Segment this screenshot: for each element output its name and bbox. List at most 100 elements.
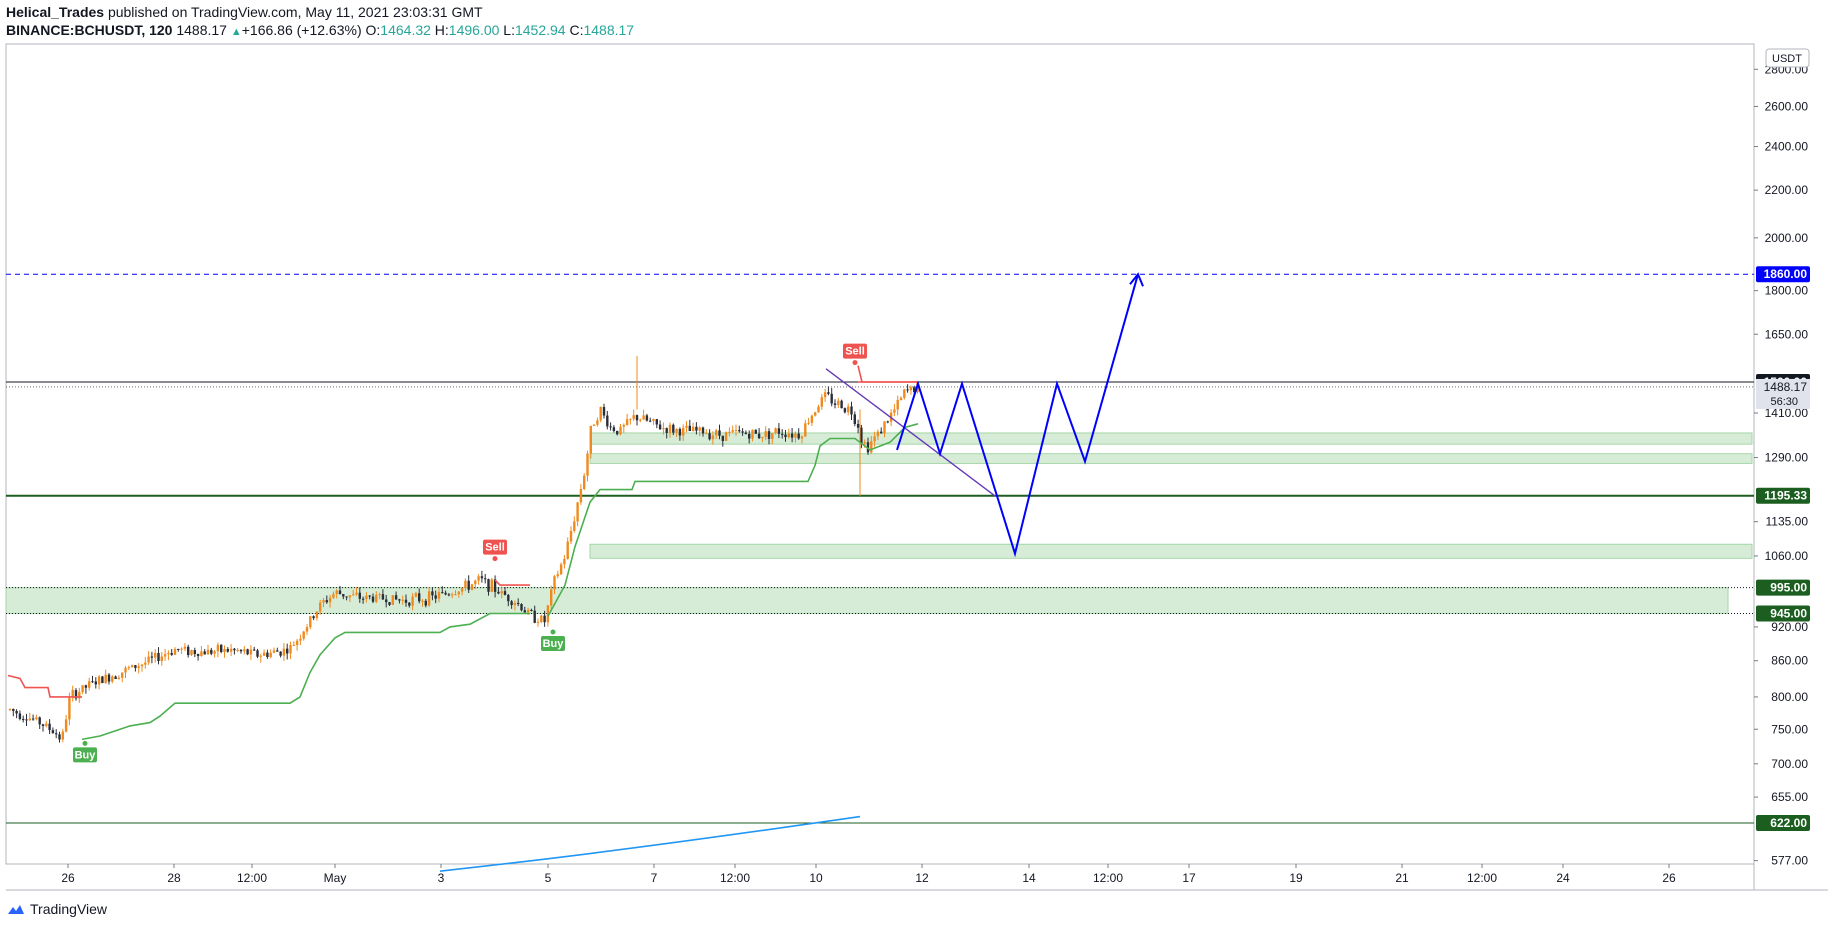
candle [8, 708, 12, 712]
candle-body [279, 651, 282, 656]
candle [368, 595, 371, 600]
candle [517, 598, 520, 607]
candle-body [447, 594, 451, 596]
candle [840, 399, 843, 409]
candle [734, 424, 738, 436]
candle-body [134, 665, 137, 668]
candle [328, 594, 332, 608]
candle [579, 484, 583, 505]
candle [325, 595, 328, 604]
candle [787, 428, 790, 439]
candle-body [328, 597, 332, 603]
candle-body [559, 564, 563, 575]
candle [431, 588, 434, 601]
candle [556, 570, 559, 579]
time-tick-label: 7 [651, 871, 658, 885]
candle [200, 646, 203, 657]
candle [276, 647, 279, 652]
candle [688, 419, 691, 432]
candle [487, 578, 490, 596]
candle-body [734, 430, 738, 432]
candle-body [289, 645, 292, 654]
candle [15, 709, 18, 719]
candle-body [678, 428, 682, 436]
candle [639, 418, 642, 423]
candle [454, 590, 457, 596]
candle [71, 685, 74, 702]
signal-text: Sell [845, 346, 865, 358]
price-tick-label: 2200.00 [1765, 183, 1809, 197]
candle-body [15, 710, 18, 714]
candle [576, 501, 579, 527]
candle-body [622, 425, 625, 427]
candle [381, 589, 385, 600]
candle-body [464, 580, 467, 589]
candle-body [107, 674, 111, 682]
candle [45, 720, 48, 728]
candle-body [807, 422, 810, 424]
candle [51, 727, 55, 734]
price-axis[interactable]: 2800.002600.002400.002200.002000.001800.… [1754, 48, 1810, 868]
time-tick-label: 26 [61, 871, 75, 885]
buy-signal-label[interactable]: Buy [541, 629, 565, 651]
candle [94, 677, 97, 689]
up-triangle-icon: ▲ [230, 26, 242, 38]
candle-body [790, 433, 794, 438]
price-tick-label: 1060.00 [1765, 549, 1809, 563]
candle [35, 714, 38, 721]
candle-body [883, 421, 886, 434]
candle-body [64, 719, 68, 732]
candle [88, 677, 91, 691]
currency-unit-badge[interactable]: USDT [1765, 48, 1810, 68]
support-zone [589, 543, 1753, 559]
candle [74, 688, 78, 701]
candle [470, 583, 474, 591]
candle-body [193, 650, 196, 655]
symbol-label[interactable]: BINANCE:BCHUSDT, 120 [6, 22, 173, 38]
candle [698, 426, 701, 437]
candle-body [533, 610, 536, 623]
candle [658, 420, 662, 430]
author-name[interactable]: Helical_Trades [6, 4, 105, 20]
candle-body [147, 656, 150, 663]
time-tick-label: 12:00 [720, 871, 750, 885]
candle [173, 647, 177, 655]
candle [850, 401, 853, 421]
candle-body [837, 400, 840, 405]
buy-signal-label[interactable]: Buy [73, 740, 97, 763]
sell-signal-label[interactable]: Sell [483, 539, 507, 562]
candle-body [41, 724, 45, 726]
candle-body [88, 681, 91, 688]
candle [675, 428, 678, 438]
candle [810, 414, 814, 426]
signal-text: Sell [485, 542, 505, 554]
sell-signal-label[interactable]: Sell [843, 343, 867, 366]
candle [160, 652, 163, 666]
candle-body [312, 616, 315, 619]
candle-body [685, 425, 688, 428]
open-label: O: [365, 22, 381, 38]
candle-body [368, 595, 371, 597]
candle [378, 592, 381, 600]
candle [421, 598, 424, 607]
candle-body [777, 428, 781, 434]
candle-body [411, 596, 414, 606]
candle-body [226, 649, 229, 652]
candle [847, 403, 850, 416]
candle-body [200, 651, 203, 657]
candle-body [847, 406, 850, 413]
candle-body [68, 697, 71, 720]
candle [338, 586, 342, 595]
candle [800, 435, 804, 444]
signal-dot [852, 360, 858, 366]
candle [616, 430, 619, 436]
tradingview-logo[interactable]: TradingView [6, 901, 107, 917]
time-axis[interactable]: 26 28 12:00 May 3 5 7 12:00 10 12 14 12:00 17 19 21 12:… [61, 864, 1676, 885]
candle [457, 591, 460, 598]
signal-badge [483, 539, 507, 555]
candle [220, 644, 223, 654]
candle [477, 574, 480, 585]
candle [111, 675, 114, 684]
candle-body [196, 654, 200, 657]
